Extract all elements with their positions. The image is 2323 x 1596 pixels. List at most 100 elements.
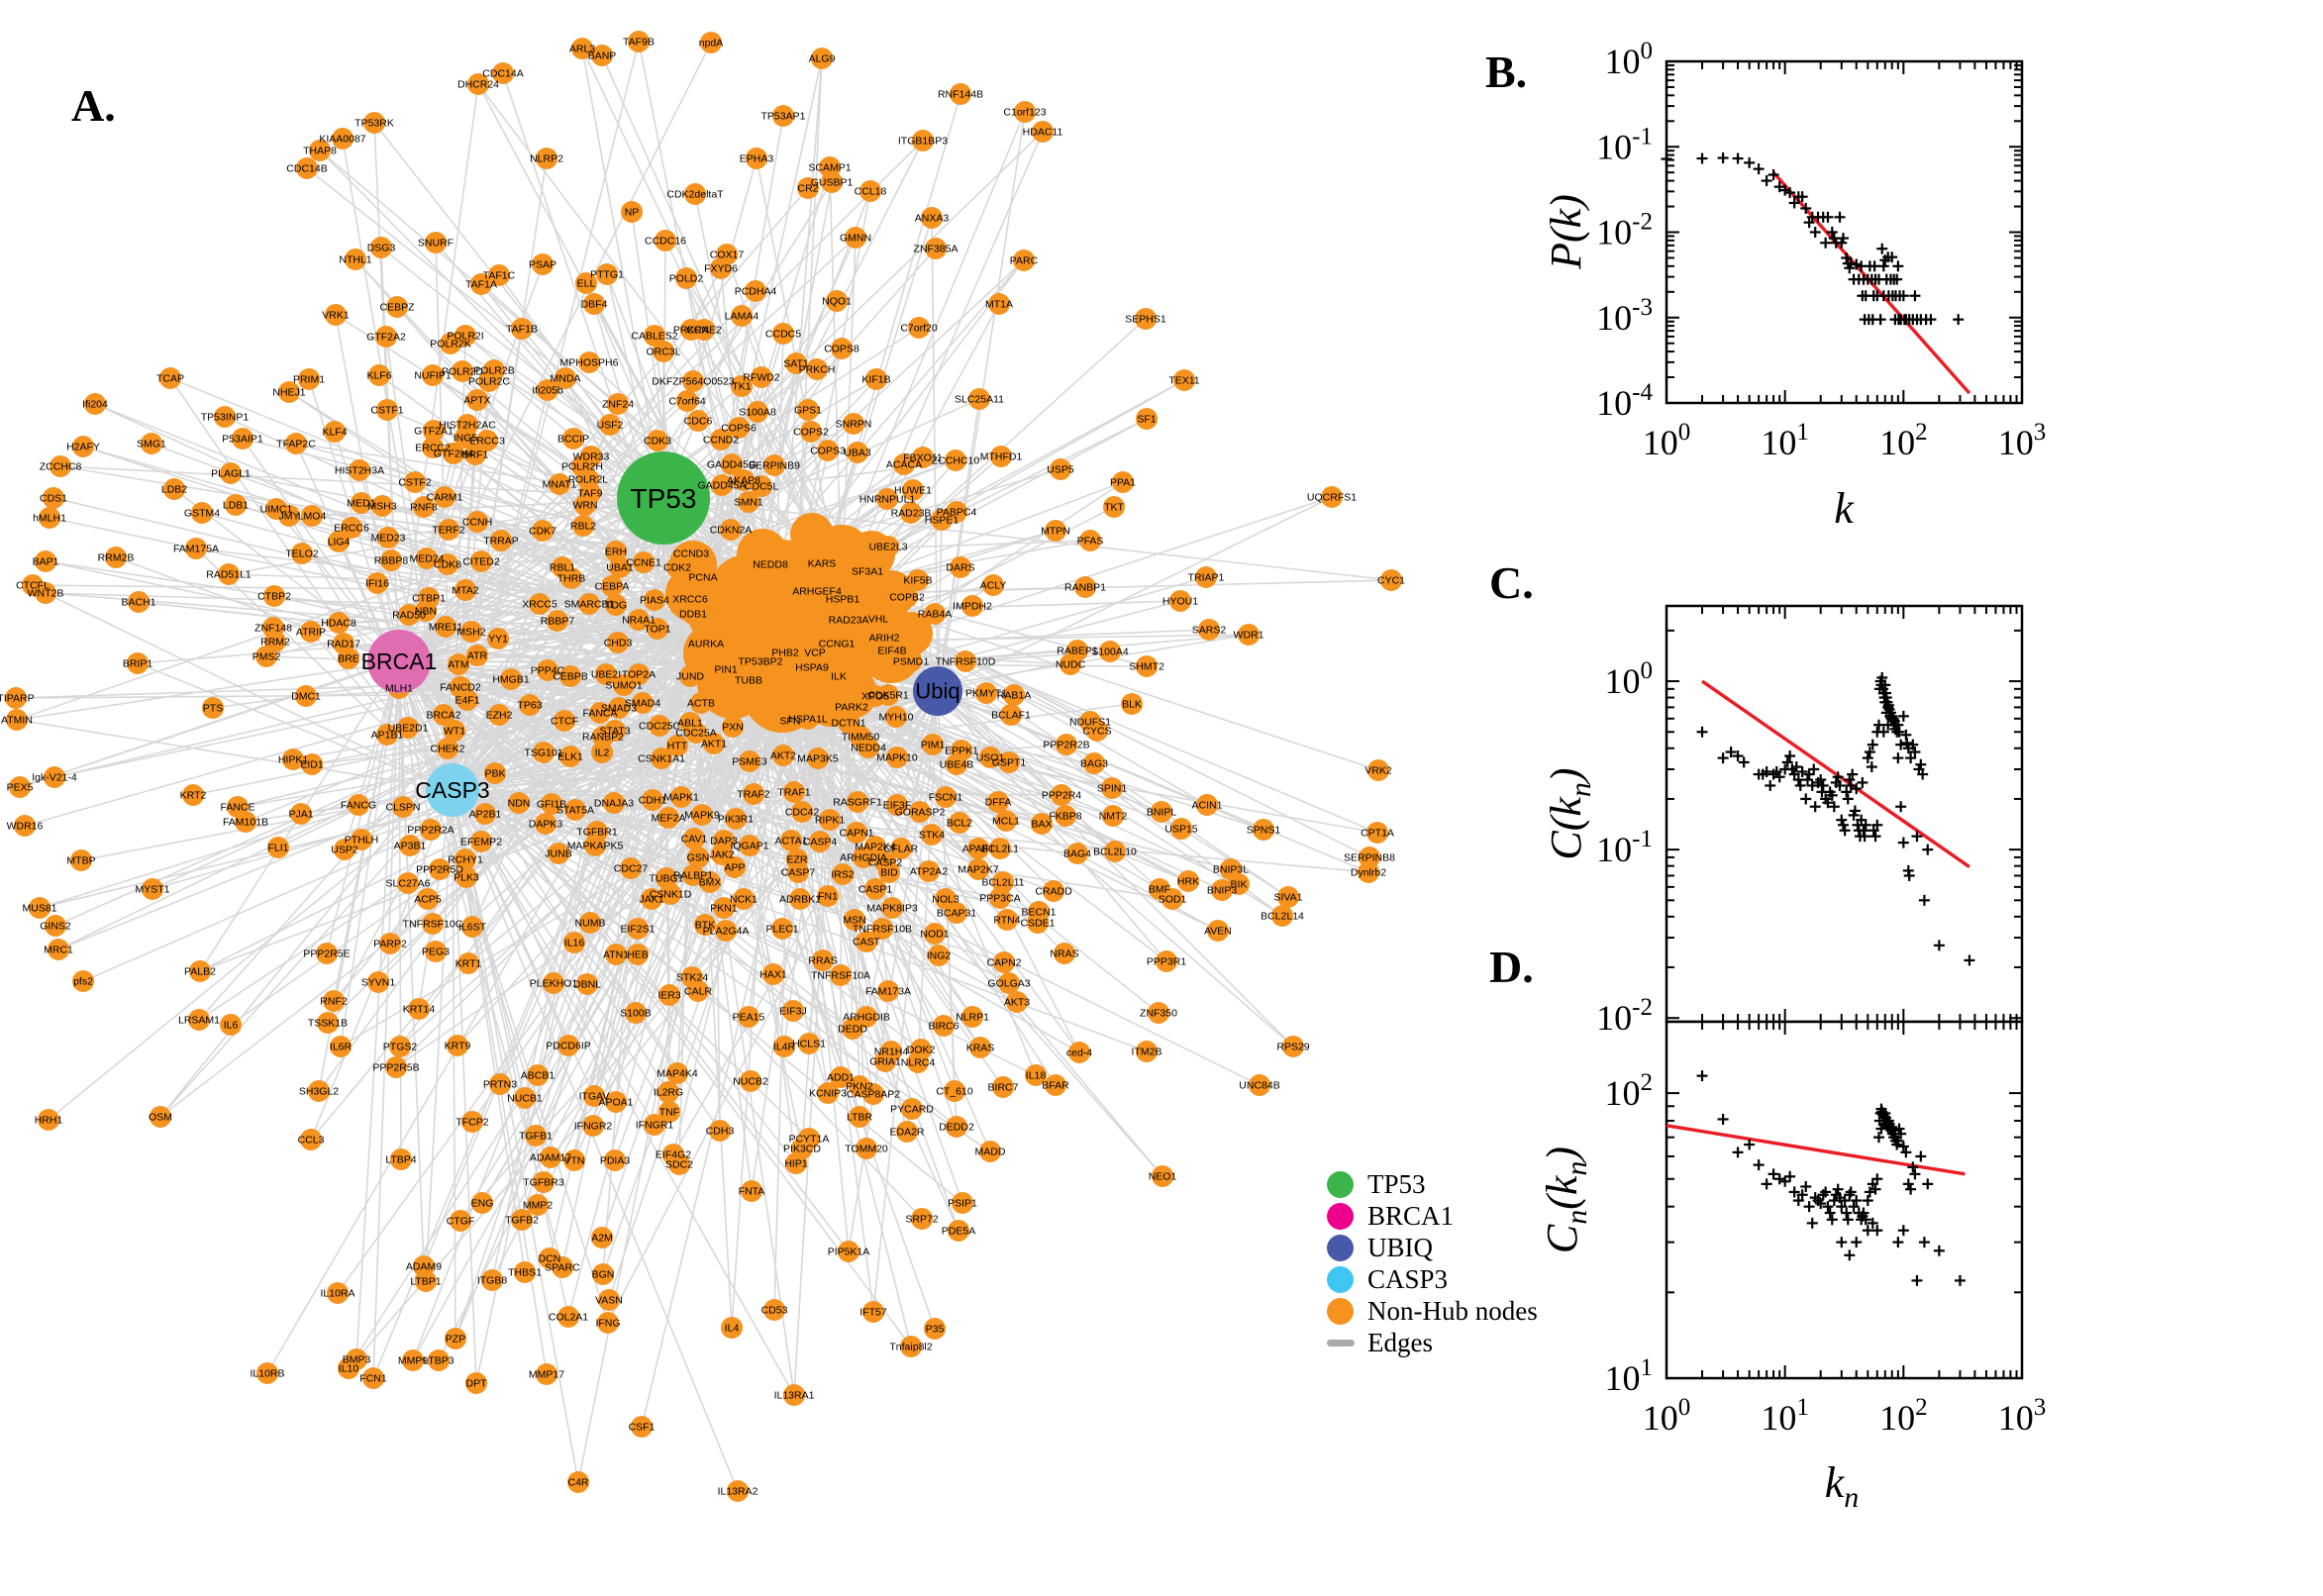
network-node-label: IFNGR1 — [636, 1120, 674, 1132]
network-node — [557, 1035, 579, 1056]
network-node — [338, 1357, 359, 1379]
network-node — [371, 495, 393, 517]
network-node-label: EIF2S1 — [620, 924, 655, 936]
network-node — [990, 446, 1012, 467]
network-node — [1027, 912, 1049, 934]
network-node — [741, 1180, 762, 1202]
network-node — [105, 547, 127, 568]
network-node — [541, 793, 562, 815]
network-node — [435, 616, 456, 638]
network-node-label: ARL3 — [569, 44, 595, 55]
network-node-label: NEDD4 — [851, 743, 886, 754]
network-node — [1025, 1064, 1047, 1086]
network-node — [574, 494, 596, 516]
network-node-label: BID — [880, 867, 898, 879]
network-node — [750, 650, 771, 672]
network-edge — [338, 497, 664, 624]
network-node-label: TIPARP — [0, 693, 35, 705]
network-node — [896, 586, 918, 608]
network-node — [885, 706, 907, 728]
network-node — [45, 915, 66, 937]
network-node-label: PDIA3 — [600, 1155, 631, 1167]
network-node — [555, 367, 576, 389]
network-node — [232, 428, 253, 449]
network-node-label: AP1B1 — [371, 730, 404, 742]
network-node-label: PRKRA — [673, 325, 709, 337]
network-node-label: FXYD6 — [704, 263, 738, 275]
network-node-label: BTK — [695, 920, 715, 932]
network-node — [789, 888, 811, 910]
network-node-label: SNRPN — [836, 419, 872, 431]
network-edge — [872, 690, 939, 1313]
network-node — [576, 973, 598, 995]
network-node-label: MAP4K4 — [656, 1068, 698, 1080]
network-node — [536, 1363, 557, 1385]
network-hubs: TP53 BRCA1 Ubiq CASP3 — [361, 451, 962, 817]
network-node-label: CASP1 — [858, 884, 893, 896]
network-node — [142, 878, 163, 900]
network-nodes — [5, 31, 1402, 1502]
network-node — [454, 848, 476, 870]
network-node — [924, 923, 946, 945]
network-node-label: GTF2H4 — [434, 449, 473, 460]
network-node-label: PMS2 — [252, 651, 281, 663]
network-node — [909, 801, 931, 823]
network-node-label: LDB1 — [223, 500, 249, 512]
network-node — [6, 709, 28, 731]
network-node-label: TGFB1 — [519, 1131, 553, 1143]
network-node — [392, 796, 414, 818]
x-axis-title: kn — [1825, 1458, 1860, 1514]
network-node-label: FANCD2 — [440, 682, 481, 694]
network-node-label: ING2 — [927, 950, 952, 962]
network-node — [533, 742, 555, 763]
network-node — [1055, 805, 1076, 827]
network-node-label: MED1 — [347, 498, 375, 510]
network-node-label: SFN — [780, 716, 801, 728]
network-node-label: PPP4C — [531, 665, 565, 677]
network-node — [739, 750, 760, 772]
network-node — [843, 413, 864, 435]
network-node-label: PEG3 — [422, 947, 450, 958]
network-node-label: USP5 — [1047, 464, 1074, 476]
network-node-label: PJA1 — [288, 809, 313, 821]
network-node-label: BRIP1 — [123, 658, 153, 670]
network-node — [527, 1194, 549, 1216]
legend-item-label: TP53 — [1367, 1168, 1426, 1199]
network-edge — [54, 643, 694, 927]
network-node — [1068, 1042, 1090, 1063]
network-node-label: MTPN — [1041, 526, 1070, 538]
network-node — [84, 393, 106, 415]
network-node-label: LTBP1 — [410, 1276, 441, 1288]
network-node-label: TRAF1 — [777, 787, 810, 799]
x-axis-title: k — [1834, 484, 1855, 533]
network-node-label: BACH1 — [121, 597, 155, 609]
fit-line — [1666, 1124, 1966, 1176]
network-node — [390, 1148, 412, 1170]
network-node — [470, 550, 492, 572]
network-node — [798, 1033, 820, 1054]
network-node — [785, 352, 807, 374]
network-node — [448, 653, 469, 675]
network-node-label: ZCCHC8 — [40, 461, 82, 473]
network-node-label: PARP2 — [373, 939, 407, 950]
network-node-label: CDC42 — [785, 807, 820, 819]
network-node-label: IL4R — [773, 1042, 796, 1053]
network-node-label: TOP1 — [644, 624, 670, 636]
network-edge — [310, 789, 454, 1141]
network-node-label: NRAS — [1050, 948, 1078, 960]
network-node-label: NR1H4 — [874, 1047, 909, 1058]
network-edge — [372, 553, 714, 1379]
network-node-label: CCND3 — [673, 549, 709, 560]
network-node — [620, 857, 642, 879]
network-node — [627, 918, 649, 940]
network-node-label: IL13RA2 — [718, 1486, 758, 1498]
network-node — [682, 370, 704, 392]
network-node — [604, 1149, 626, 1171]
network-node-label: JMY — [279, 511, 300, 523]
network-node — [399, 835, 421, 856]
network-node-label: RFWD2 — [743, 372, 779, 384]
network-node-label: TRAF2 — [737, 789, 769, 801]
network-node-label: TIMM50 — [842, 732, 880, 744]
network-node — [946, 1116, 967, 1138]
network-node-label: TRIAP1 — [1188, 572, 1225, 584]
